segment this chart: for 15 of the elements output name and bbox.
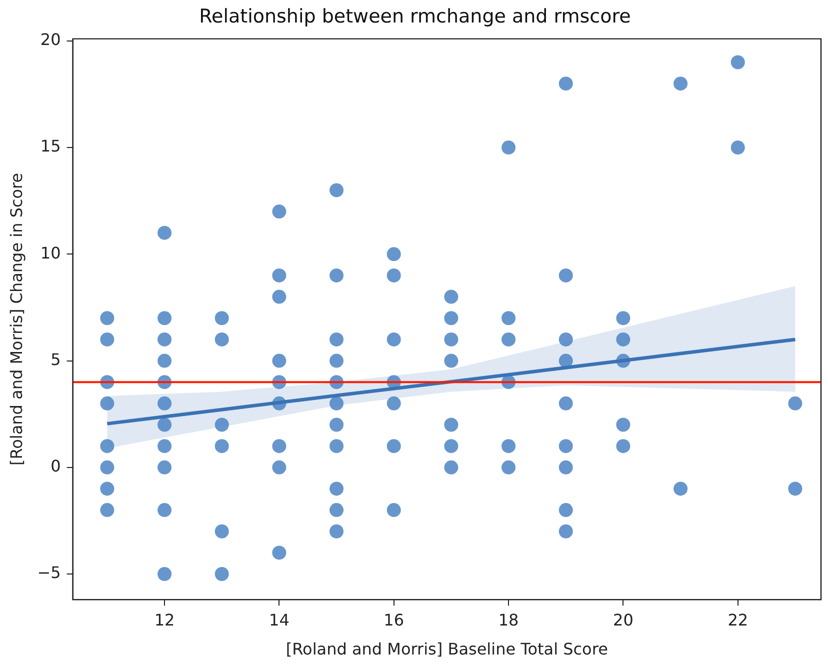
y-tick-label: 0 (50, 456, 61, 476)
y-tick-label: 5 (50, 350, 61, 369)
x-tick-label: 12 (154, 610, 175, 630)
x-tick-label: 20 (613, 610, 634, 630)
x-tick-label: 18 (498, 610, 519, 630)
y-axis-title: [Roland and Morris] Change in Score (6, 172, 26, 466)
chart-title: Relationship between rmchange and rmscore (199, 5, 631, 28)
x-axis-title: [Roland and Morris] Baseline Total Score (286, 640, 608, 659)
y-tick-label: 10 (40, 243, 61, 262)
y-tick-label: −5 (37, 563, 61, 582)
y-tick-label: 20 (40, 30, 61, 50)
x-tick-label: 14 (269, 610, 290, 630)
x-tick-label: 22 (728, 610, 748, 630)
y-tick-label: 15 (40, 136, 61, 156)
x-tick-label: 16 (384, 610, 404, 630)
